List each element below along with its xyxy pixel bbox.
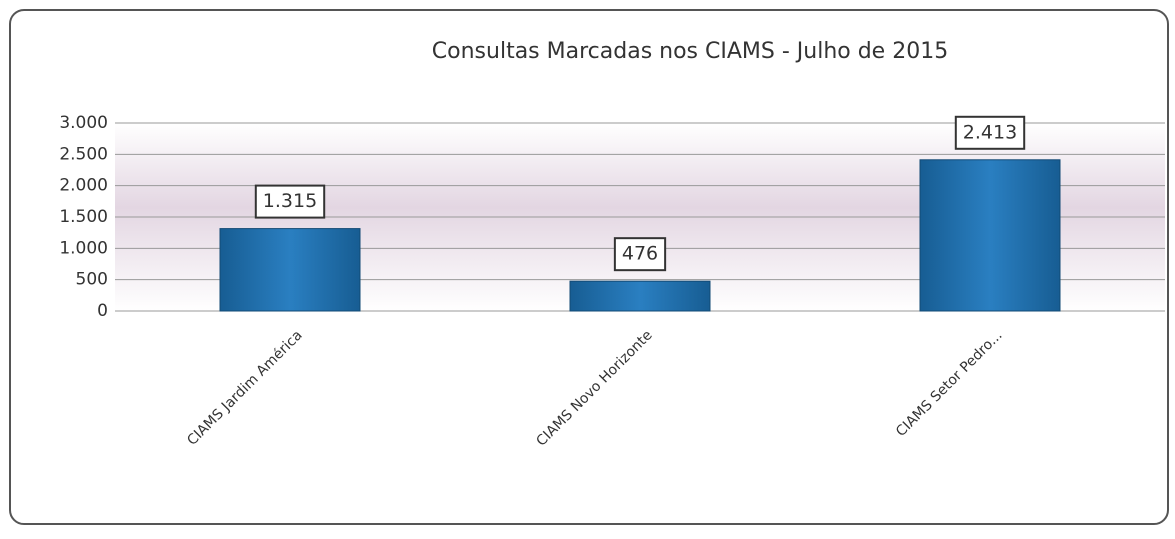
y-tick-label: 1.500 — [59, 207, 108, 227]
value-label-box — [613, 237, 667, 272]
value-label: 1.315 — [263, 190, 317, 212]
bar — [569, 280, 711, 312]
y-tick-label: 0 — [97, 301, 108, 321]
y-tick-label: 2.500 — [59, 144, 108, 164]
value-label: 476 — [622, 243, 658, 265]
y-tick-label: 1.000 — [59, 238, 108, 258]
y-tick-label: 500 — [76, 270, 108, 290]
value-label-box — [254, 184, 326, 219]
chart-title: Consultas Marcadas nos CIAMS - Julho de … — [432, 39, 948, 64]
y-tick-label: 3.000 — [59, 113, 108, 133]
value-label: 2.413 — [963, 121, 1017, 143]
bar — [219, 228, 361, 312]
bar — [919, 159, 1061, 312]
y-tick-label: 2.000 — [59, 176, 108, 196]
value-label-box — [954, 115, 1026, 150]
